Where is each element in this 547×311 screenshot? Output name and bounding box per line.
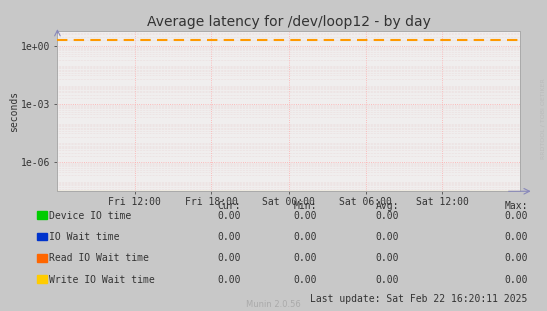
Text: 0.00: 0.00 — [217, 211, 241, 221]
Text: 0.00: 0.00 — [217, 232, 241, 242]
Text: Cur:: Cur: — [217, 201, 241, 211]
Text: 0.00: 0.00 — [504, 211, 528, 221]
Text: 0.00: 0.00 — [294, 253, 317, 263]
Text: 0.00: 0.00 — [504, 232, 528, 242]
Text: Read IO Wait time: Read IO Wait time — [49, 253, 149, 263]
Text: Munin 2.0.56: Munin 2.0.56 — [246, 299, 301, 309]
Text: 0.00: 0.00 — [217, 253, 241, 263]
Text: Last update: Sat Feb 22 16:20:11 2025: Last update: Sat Feb 22 16:20:11 2025 — [311, 294, 528, 304]
Text: Write IO Wait time: Write IO Wait time — [49, 275, 155, 285]
Text: Device IO time: Device IO time — [49, 211, 131, 221]
Text: 0.00: 0.00 — [294, 275, 317, 285]
Text: IO Wait time: IO Wait time — [49, 232, 120, 242]
Text: Min:: Min: — [294, 201, 317, 211]
Text: Max:: Max: — [504, 201, 528, 211]
Text: Avg:: Avg: — [376, 201, 399, 211]
Text: 0.00: 0.00 — [217, 275, 241, 285]
Title: Average latency for /dev/loop12 - by day: Average latency for /dev/loop12 - by day — [147, 15, 430, 29]
Text: 0.00: 0.00 — [376, 253, 399, 263]
Text: 0.00: 0.00 — [376, 232, 399, 242]
Text: 0.00: 0.00 — [504, 275, 528, 285]
Text: 0.00: 0.00 — [376, 275, 399, 285]
Text: 0.00: 0.00 — [294, 211, 317, 221]
Text: 0.00: 0.00 — [376, 211, 399, 221]
Text: RRDTOOL / TOBI OETIKER: RRDTOOL / TOBI OETIKER — [540, 78, 545, 159]
Text: 0.00: 0.00 — [294, 232, 317, 242]
Text: 0.00: 0.00 — [504, 253, 528, 263]
Y-axis label: seconds: seconds — [9, 91, 19, 132]
